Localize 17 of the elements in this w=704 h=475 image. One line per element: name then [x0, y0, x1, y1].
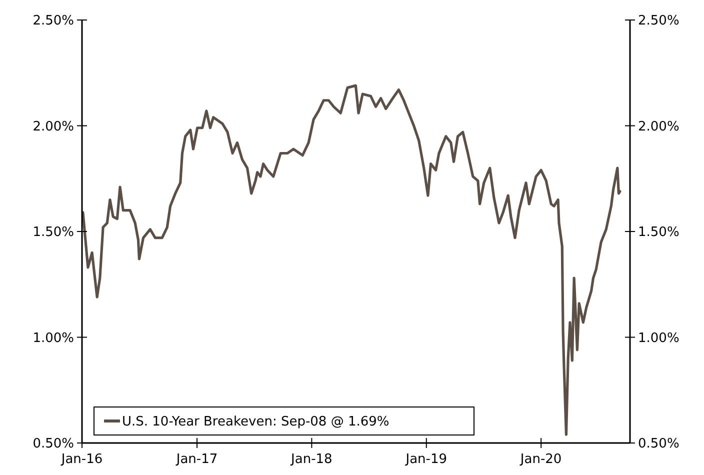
- x-tick-label: Jan-18: [290, 452, 332, 467]
- legend-label: U.S. 10-Year Breakeven: Sep-08 @ 1.69%: [122, 414, 390, 430]
- x-tick-label: Jan-16: [60, 452, 103, 467]
- y2-tick-label: 0.50%: [638, 436, 680, 452]
- y-tick-label: 0.50%: [32, 436, 74, 452]
- y2-tick-label: 1.50%: [638, 225, 680, 240]
- x-tick-label: Jan-19: [404, 452, 448, 467]
- y-tick-label: 2.00%: [32, 119, 74, 134]
- x-tick-label: Jan-17: [175, 452, 218, 467]
- y-tick-label: 2.50%: [32, 14, 74, 29]
- y2-tick-label: 2.50%: [638, 14, 680, 29]
- y2-tick-label: 2.00%: [638, 119, 680, 134]
- y2-tick-label: 1.00%: [638, 330, 680, 346]
- x-tick-label: Jan-20: [519, 452, 562, 467]
- y-tick-label: 1.00%: [32, 330, 74, 346]
- y-tick-label: 1.50%: [32, 225, 74, 240]
- line-series: [82, 84, 622, 436]
